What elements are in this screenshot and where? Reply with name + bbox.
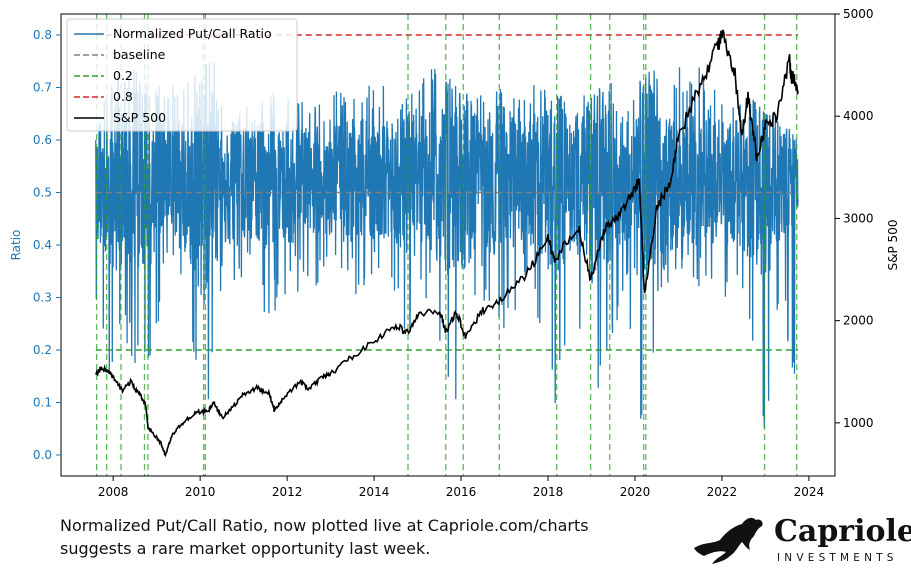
legend: Normalized Put/Call Ratio baseline 0.2 0.8 S… [66,18,298,132]
legend-label-1: baseline [113,47,166,62]
y-left-tick-label-2: 0.2 [33,343,52,357]
y-left-tick-label-5: 0.5 [33,186,52,200]
y-left-tick-label-4: 0.4 [33,238,52,252]
y-left-tick-label-8: 0.8 [33,28,52,42]
caption-line-1: Normalized Put/Call Ratio, now plotted l… [60,516,589,535]
brand-subtitle: INVESTMENTS [777,552,898,564]
capriole-logo: Capriole INVESTMENTS [690,512,911,568]
y-right-tick-label-4: 5000 [843,7,874,21]
brand-name: Capriole [774,514,911,549]
chart-caption: Normalized Put/Call Ratio, now plotted l… [60,514,589,560]
y-left-axis-label: Ratio [9,230,23,261]
x-tick-label-5: 2018 [533,485,564,499]
caption-line-2: suggests a rare market opportunity last … [60,539,431,558]
put-call-ratio-line [95,62,799,428]
legend-box [66,18,298,132]
y-right-tick-label-2: 3000 [843,211,874,225]
x-tick-label-1: 2010 [185,485,216,499]
y-left-tick-label-3: 0.3 [33,291,52,305]
y-right-tick-label-3: 4000 [843,109,874,123]
y-left-tick-label-1: 0.1 [33,396,52,410]
x-tick-label-8: 2024 [794,485,825,499]
legend-label-2: 0.2 [113,68,133,83]
x-tick-label-7: 2022 [707,485,738,499]
x-tick-label-4: 2016 [446,485,477,499]
x-tick-label-6: 2020 [620,485,651,499]
x-tick-label-3: 2014 [359,485,390,499]
x-tick-label-0: 2008 [98,485,129,499]
y-left-tick-label-0: 0.0 [33,448,52,462]
legend-label-4: S&P 500 [113,110,166,125]
legend-label-0: Normalized Put/Call Ratio [113,26,272,41]
y-right-tick-label-0: 1000 [843,416,874,430]
y-left-tick-label-6: 0.6 [33,133,52,147]
legend-label-3: 0.8 [113,89,133,104]
sp500-line [95,29,799,458]
x-tick-label-2: 2012 [272,485,303,499]
horse-icon [694,517,763,564]
y-left-tick-label-7: 0.7 [33,81,52,95]
y-right-tick-label-1: 2000 [843,314,874,328]
y-right-axis-label: S&P 500 [886,220,900,271]
dual-axis-chart: 2008 2010 2012 2014 2016 2018 2020 2022 2024 0.0 0… [9,7,900,499]
